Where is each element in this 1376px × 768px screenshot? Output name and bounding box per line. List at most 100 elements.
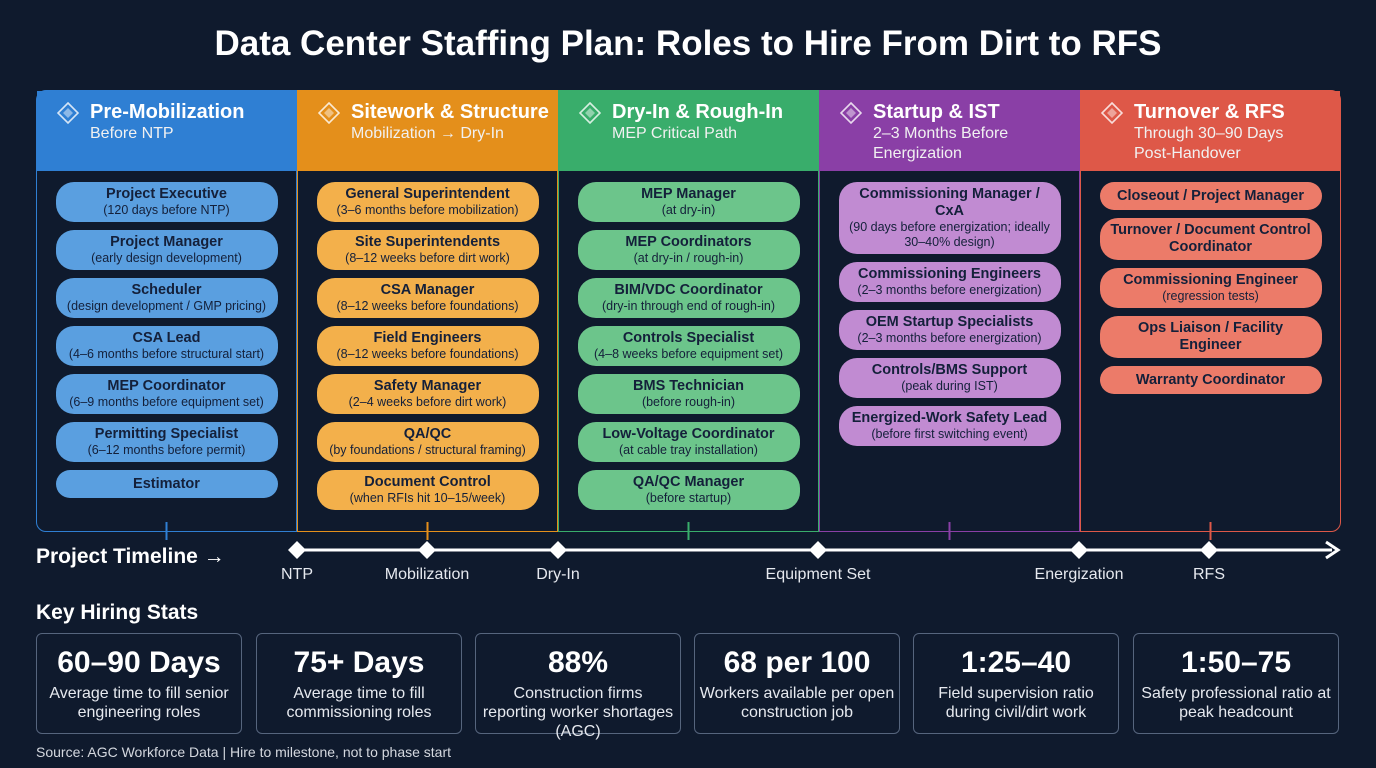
role-note: (before rough-in) [641,395,736,409]
milestone-label: Dry-In [536,566,580,583]
role-title: Controls/BMS Support [871,362,1028,378]
role-title: Commissioning Engineers [858,266,1041,282]
title: Data Center Staffing Plan: Roles to Hire… [214,24,1162,63]
role-note: (at dry-in) [661,203,716,217]
role-pill: Commissioning Engineer (regression tests) [1099,268,1322,308]
phase-header: Turnover & RFS Through 30–90 Days Post-Ha… [1081,91,1340,171]
role-note: (120 days before NTP) [103,203,230,217]
role-title: MEP Coordinator [107,378,226,394]
role-note: (before startup) [645,491,732,505]
role-pill: Site Superintendents (8–12 weeks before d… [316,230,539,270]
phase-subtitle: Through 30–90 Days Post-Handover [1134,125,1284,162]
role-pill: OEM Startup Specialists (2–3 months befor… [838,310,1061,350]
role-note: (2–3 months before energization) [857,331,1042,345]
role-title: Project Executive [106,186,227,202]
role-pill: CSA Lead (4–6 months before structural st… [55,326,278,366]
role-list: MEP Manager (at dry-in) MEP Coordinators (a… [559,171,818,510]
role-list: Commissioning Manager / CxA (90 days befo… [820,171,1079,446]
milestone-marker [809,541,827,559]
role-note: (4–6 months before structural start) [68,347,265,361]
phase-column: Pre-Mobilization Before NTP Project Execut… [36,90,297,532]
role-note: (by foundations / structural framing) [329,443,526,457]
phase-subtitle: MEP Critical Path [612,125,738,142]
stat-card: 88% Construction firms reporting worker s… [475,633,681,740]
role-pill: QA/QC (by foundations / structural framin… [316,422,539,462]
stat-description: Field supervision ratio during civil/dir… [938,685,1094,721]
role-pill: Field Engineers (8–12 weeks before founda… [316,326,539,366]
role-title: Commissioning Manager / CxA [859,186,1040,219]
phase-header: Dry-In & Rough-In MEP Critical Path [559,91,818,171]
role-note: (6–9 months before equipment set) [69,395,264,409]
phase-name: Turnover & RFS [1134,101,1285,123]
stat-value: 1:25–40 [960,646,1072,679]
phase-name: Pre-Mobilization [90,101,245,123]
role-pill: Commissioning Engineers (2–3 months befor… [838,262,1061,302]
stat-description: Construction firms reporting worker shor… [482,685,674,740]
milestone-label: RFS [1193,566,1225,583]
phase-name: Startup & IST [873,101,1000,123]
milestone-marker [1070,541,1088,559]
milestone-marker [288,541,306,559]
role-title: Project Manager [110,234,223,250]
role-pill: Permitting Specialist (6–12 months before… [55,422,278,462]
role-list: Closeout / Project Manager Turnover / Doc… [1081,171,1340,394]
milestone-marker [418,541,436,559]
phase-column: Sitework & Structure Mobilization → Dry-I… [297,90,558,532]
role-note: (design development / GMP pricing) [66,299,267,313]
role-note: (dry-in through end of rough-in) [601,299,775,313]
stat-card: 1:25–40 Field supervision ratio during ci… [913,633,1119,734]
role-pill: Document Control (when RFIs hit 10–15/wee… [316,470,539,510]
role-pill: MEP Manager (at dry-in) [577,182,800,222]
role-title: CSA Manager [380,282,475,298]
role-pill: Ops Liaison / Facility Engineer [1099,316,1322,358]
phase-subtitle: 2–3 Months Before Energization [873,125,1009,162]
phase-header: Pre-Mobilization Before NTP [37,91,296,171]
role-note: (regression tests) [1162,289,1259,303]
role-note: (6–12 months before permit) [87,443,246,457]
role-pill: CSA Manager (8–12 weeks before foundation… [316,278,539,318]
role-pill: Project Executive (120 days before NTP) [55,182,278,222]
timeline-label: Project Timeline → [36,545,225,568]
role-note: (when RFIs hit 10–15/week) [349,491,506,505]
role-title: Ops Liaison / Facility Engineer [1137,320,1284,353]
milestone-label: Equipment Set [765,566,871,583]
role-note: (8–12 weeks before foundations) [336,347,519,361]
role-note: (8–12 weeks before dirt work) [345,251,510,265]
stat-card: 1:50–75 Safety professional ratio at peak… [1133,633,1339,734]
phase-column: Startup & IST 2–3 Months Before Energizat… [819,90,1080,532]
role-pill: Controls/BMS Support (peak during IST) [838,358,1061,398]
role-note: (90 days before energization; ideally 30… [849,220,1050,249]
role-list: General Superintendent (3–6 months before… [298,171,557,510]
role-pill: Warranty Coordinator [1099,366,1322,394]
role-pill: Project Manager (early design development… [55,230,278,270]
role-title: Energized-Work Safety Lead [851,410,1048,426]
role-title: Controls Specialist [622,330,755,346]
role-pill: Estimator [55,470,278,498]
role-title: Turnover / Document Control Coordinator [1110,222,1311,255]
phase-icon [1101,102,1123,124]
milestone-label: NTP [281,566,313,583]
phase-subtitle: Mobilization → Dry-In [351,125,504,142]
role-note: (2–4 weeks before dirt work) [348,395,507,409]
role-pill: Closeout / Project Manager [1099,182,1322,210]
stat-description: Safety professional ratio at peak headco… [1141,685,1331,721]
stat-card: 75+ Days Average time to fill commissioni… [256,633,462,734]
phase-column: Dry-In & Rough-In MEP Critical Path MEP Ma… [558,90,819,532]
role-title: BIM/VDC Coordinator [614,282,763,298]
role-note: (peak during IST) [901,379,998,393]
stat-value: 1:50–75 [1180,646,1292,679]
role-title: Site Superintendents [354,234,501,250]
role-note: (8–12 weeks before foundations) [336,299,519,313]
role-note: (4–8 weeks before equipment set) [594,347,783,361]
role-pill: MEP Coordinator (6–9 months before equipm… [55,374,278,414]
role-pill: General Superintendent (3–6 months before… [316,182,539,222]
role-title: CSA Lead [132,330,201,346]
role-pill: BMS Technician (before rough-in) [577,374,800,414]
role-pill: Turnover / Document Control Coordinator [1099,218,1322,260]
role-title: Permitting Specialist [94,426,239,442]
phase-subtitle: Before NTP [90,125,174,142]
role-pill: BIM/VDC Coordinator (dry-in through end o… [577,278,800,318]
role-pill: Energized-Work Safety Lead (before first … [838,406,1061,446]
role-note: (3–6 months before mobilization) [336,203,519,217]
